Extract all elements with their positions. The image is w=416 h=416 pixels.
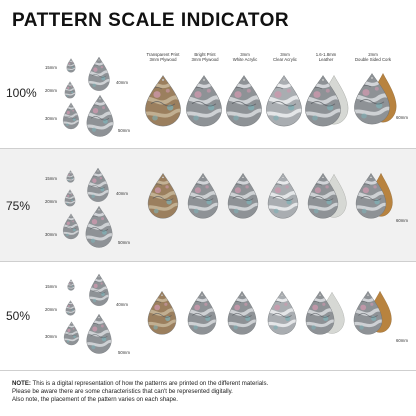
column-heading-bright-plywood: Bright Print 3mm Plywood: [191, 52, 219, 63]
earring-bright-plywood: [186, 172, 220, 220]
divider: [0, 370, 416, 371]
earring-50mm: [85, 94, 115, 138]
note-line-3: Also note, the placement of the pattern …: [12, 396, 178, 403]
earring-transparent-plywood: [146, 172, 180, 220]
earring-bright-plywood: [184, 74, 224, 128]
footnote: NOTE: This is a digital representation o…: [12, 380, 404, 404]
size-label-15mm: 15mm: [45, 176, 57, 181]
earring-40mm: [87, 56, 111, 92]
earring-20mm: [65, 300, 76, 316]
earring-30mm: [63, 321, 80, 346]
earring-leather: [306, 172, 340, 220]
earring-clear-acrylic: [264, 74, 304, 128]
earring-20mm: [64, 81, 76, 99]
column-heading-clear-acrylic: 3mm Clear Acrylic: [273, 52, 297, 63]
size-label-40mm: 40mm: [116, 191, 128, 196]
note-line-2: Please be aware there are some character…: [12, 388, 233, 395]
size-label-40mm: 40mm: [116, 302, 128, 307]
earring-30mm: [62, 102, 80, 130]
size-label-15mm: 15mm: [45, 284, 57, 289]
size-label-20mm: 20mm: [45, 88, 57, 93]
column-heading-cork: 2mm Double Sided Cork: [354, 52, 392, 63]
earring-cork: [352, 290, 384, 336]
note-label: NOTE:: [12, 380, 31, 387]
column-heading-white-acrylic: 3mm White Acrylic: [232, 52, 258, 63]
size-label-30mm: 30mm: [45, 334, 57, 339]
size-label-60mm: 60mm: [396, 218, 408, 223]
earring-transparent-plywood: [146, 290, 178, 336]
size-label-60mm: 60mm: [396, 338, 408, 343]
size-label-60mm: 60mm: [396, 115, 408, 120]
earring-20mm: [64, 189, 76, 207]
earring-white-acrylic: [224, 74, 264, 128]
earring-40mm: [88, 273, 110, 307]
earring-cork: [354, 172, 388, 220]
earring-50mm: [85, 313, 113, 355]
earring-cork: [352, 72, 392, 126]
earring-15mm: [66, 58, 76, 73]
size-label-15mm: 15mm: [45, 65, 57, 70]
page-title: PATTERN SCALE INDICATOR: [12, 10, 290, 31]
divider: [0, 148, 416, 149]
size-label-50mm: 50mm: [118, 128, 130, 133]
earring-15mm: [66, 170, 75, 183]
size-label-50mm: 50mm: [118, 240, 130, 245]
earring-30mm: [62, 213, 80, 240]
earring-white-acrylic: [226, 172, 260, 220]
scale-label-50: 50%: [6, 309, 31, 323]
earring-leather: [303, 74, 343, 128]
earring-clear-acrylic: [266, 172, 300, 220]
size-label-30mm: 30mm: [45, 116, 57, 121]
size-label-50mm: 50mm: [118, 350, 130, 355]
size-label-30mm: 30mm: [45, 232, 57, 237]
note-line-1: This is a digital representation of how …: [30, 380, 269, 387]
earring-transparent-plywood: [143, 74, 183, 128]
earring-bright-plywood: [186, 290, 218, 336]
column-heading-leather: 1.6-1.8mm Leather: [315, 52, 337, 63]
size-label-20mm: 20mm: [45, 307, 57, 312]
earring-40mm: [86, 167, 110, 203]
divider: [0, 261, 416, 262]
earring-15mm: [67, 279, 75, 291]
scale-label-75: 75%: [6, 199, 31, 213]
size-label-40mm: 40mm: [116, 80, 128, 85]
earring-leather: [304, 290, 336, 336]
scale-label-100: 100%: [6, 86, 37, 100]
earring-50mm: [84, 205, 114, 249]
size-label-20mm: 20mm: [45, 199, 57, 204]
column-heading-transparent-plywood: Transparent Print 3mm Plywood: [146, 52, 180, 63]
earring-white-acrylic: [226, 290, 258, 336]
earring-clear-acrylic: [266, 290, 298, 336]
